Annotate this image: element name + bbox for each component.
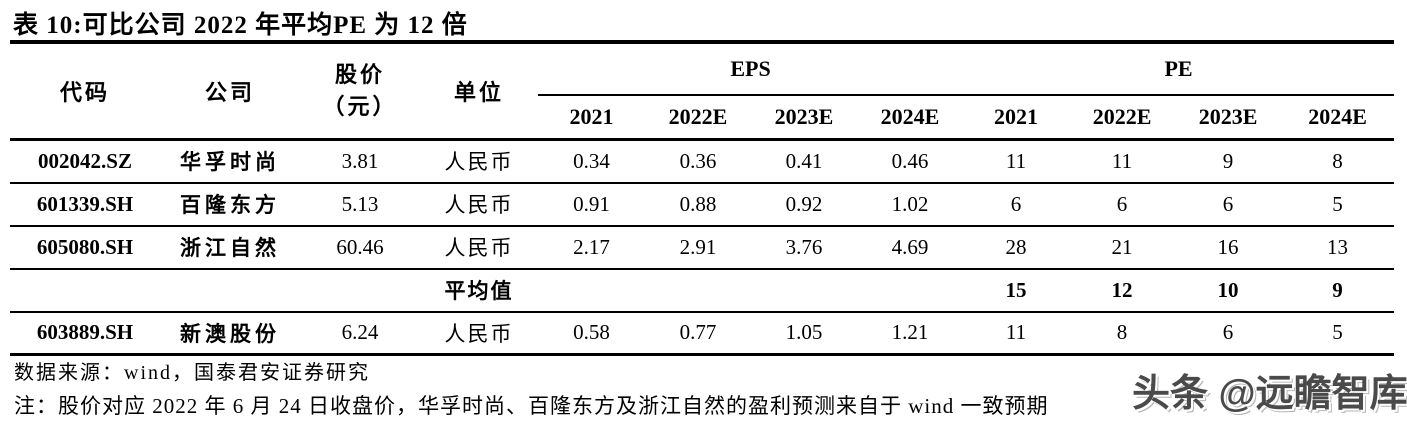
company-cell: 华孚时尚 xyxy=(180,150,280,175)
watermark-toutiao: 头条 @远瞻智库 xyxy=(1132,373,1407,415)
price-label: 股价 xyxy=(334,62,385,88)
col-header-price: 股价 （元） xyxy=(300,42,420,141)
pe-2024e-cell: 13 xyxy=(1281,224,1395,269)
pe-2022e-cell: 21 xyxy=(1069,224,1176,269)
unit-cell: 人民币 xyxy=(420,310,538,356)
table-row-huafu: 002042.SZ 华孚时尚 3.81 人民币 0.34 0.36 0.41 0… xyxy=(10,140,1394,183)
unit-cell: 人民币 xyxy=(420,224,538,269)
col-group-pe: PE xyxy=(963,42,1395,96)
eps-2021-cell: 0.91 xyxy=(538,181,645,226)
pe-2021-cell: 15 xyxy=(963,267,1070,312)
eps-2023e-cell: 0.92 xyxy=(751,181,857,226)
pe-year-2022e: 2022E xyxy=(1069,95,1176,141)
eps-2021-cell: 0.34 xyxy=(573,148,610,173)
eps-2023e-cell: 3.76 xyxy=(751,224,857,269)
unit-cell: 人民币 xyxy=(444,150,514,175)
pe-year-2021: 2021 xyxy=(963,95,1070,141)
eps-2021-cell xyxy=(538,267,645,312)
col-header-company: 公司 xyxy=(160,42,300,141)
pe-2022e-cell: 8 xyxy=(1069,310,1176,356)
eps-2022e-cell: 0.36 xyxy=(679,148,717,173)
unit-cell: 人民币 xyxy=(420,181,538,226)
footnote-line: 注：股价对应 2022 年 6 月 24 日收盘价，华孚时尚、百隆东方及浙江自然… xyxy=(14,394,1049,418)
header-years-row: 2021 2022E 2023E 2024E 2021 2022E 2023E … xyxy=(10,95,1395,141)
code-cell: 605080.SH xyxy=(10,224,160,269)
code-cell: 603889.SH xyxy=(10,310,160,356)
col-header-unit: 单位 xyxy=(420,42,538,141)
table-row-average: 平均值 15 12 10 9 xyxy=(10,267,1395,312)
pe-2024e-cell: 5 xyxy=(1281,181,1395,226)
table-title: 表 10:可比公司 2022 年平均PE 为 12 倍 xyxy=(13,12,468,39)
header-group-row: 代码 公司 股价 （元） 单位 EPS PE xyxy=(10,42,1395,141)
col-header-code: 代码 xyxy=(10,42,160,141)
pe-2022e-cell: 6 xyxy=(1069,181,1176,226)
company-cell xyxy=(160,267,300,312)
col-group-eps: EPS xyxy=(538,42,964,96)
pe-2022e-cell: 11 xyxy=(1111,148,1133,173)
data-source-line: 数据来源：wind，国泰君安证券研究 xyxy=(14,362,370,384)
eps-2024e-cell xyxy=(857,267,964,312)
price-cell xyxy=(300,267,420,312)
eps-2024e-cell: 4.69 xyxy=(857,224,964,269)
pe-2024e-cell: 5 xyxy=(1281,310,1395,356)
eps-2023e-cell: 0.41 xyxy=(785,148,823,173)
pe-2021-cell: 11 xyxy=(963,310,1070,356)
pe-2022e-cell: 12 xyxy=(1069,267,1176,312)
table-row-xinao: 603889.SH 新澳股份 6.24 人民币 0.58 0.77 1.05 1… xyxy=(10,310,1395,356)
eps-year-2021: 2021 xyxy=(538,95,645,141)
eps-year-2022e: 2022E xyxy=(645,95,751,141)
pe-2023e-cell: 6 xyxy=(1175,310,1282,356)
price-cell: 6.24 xyxy=(300,310,420,356)
eps-2024e-cell: 0.46 xyxy=(891,148,929,173)
eps-2024e-cell: 1.21 xyxy=(857,310,964,356)
eps-2022e-cell: 2.91 xyxy=(645,224,751,269)
pe-2021-cell: 6 xyxy=(963,181,1070,226)
pe-2024e-cell: 8 xyxy=(1332,148,1343,173)
company-cell: 百隆东方 xyxy=(160,181,300,226)
eps-2022e-cell: 0.77 xyxy=(645,310,751,356)
price-cell: 3.81 xyxy=(341,148,379,173)
table-row-zhejiang: 605080.SH 浙江自然 60.46 人民币 2.17 2.91 3.76 … xyxy=(10,224,1395,269)
pe-2024e-cell: 9 xyxy=(1281,267,1395,312)
eps-2022e-cell: 0.88 xyxy=(645,181,751,226)
company-cell: 浙江自然 xyxy=(160,224,300,269)
table-row-bailong: 601339.SH 百隆东方 5.13 人民币 0.91 0.88 0.92 1… xyxy=(10,181,1395,226)
eps-2021-cell: 2.17 xyxy=(538,224,645,269)
pe-2023e-cell: 6 xyxy=(1175,181,1282,226)
eps-2021-cell: 0.58 xyxy=(538,310,645,356)
price-cell: 60.46 xyxy=(300,224,420,269)
eps-2023e-cell: 1.05 xyxy=(751,310,857,356)
comparable-companies-table: 代码 公司 股价 （元） 单位 EPS PE 2021 2022E 2023E … xyxy=(10,40,1395,356)
pe-2023e-cell: 10 xyxy=(1175,267,1282,312)
price-unit-label: （元） xyxy=(322,94,398,119)
pe-2021-cell: 28 xyxy=(963,224,1070,269)
average-label-cell: 平均值 xyxy=(420,267,538,312)
code-cell xyxy=(10,267,160,312)
eps-2022e-cell xyxy=(645,267,751,312)
pe-year-2024e: 2024E xyxy=(1281,95,1395,141)
company-cell: 新澳股份 xyxy=(160,310,300,356)
pe-2021-cell: 11 xyxy=(1005,148,1027,173)
eps-year-2024e: 2024E xyxy=(857,95,964,141)
eps-year-2023e: 2023E xyxy=(751,95,857,141)
pe-2023e-cell: 16 xyxy=(1175,224,1282,269)
pe-year-2023e: 2023E xyxy=(1175,95,1282,141)
price-cell: 5.13 xyxy=(300,181,420,226)
pe-2023e-cell: 9 xyxy=(1222,148,1234,173)
eps-2024e-cell: 1.02 xyxy=(857,181,964,226)
code-cell: 002042.SZ xyxy=(38,148,132,173)
code-cell: 601339.SH xyxy=(10,181,160,226)
eps-2023e-cell xyxy=(751,267,857,312)
